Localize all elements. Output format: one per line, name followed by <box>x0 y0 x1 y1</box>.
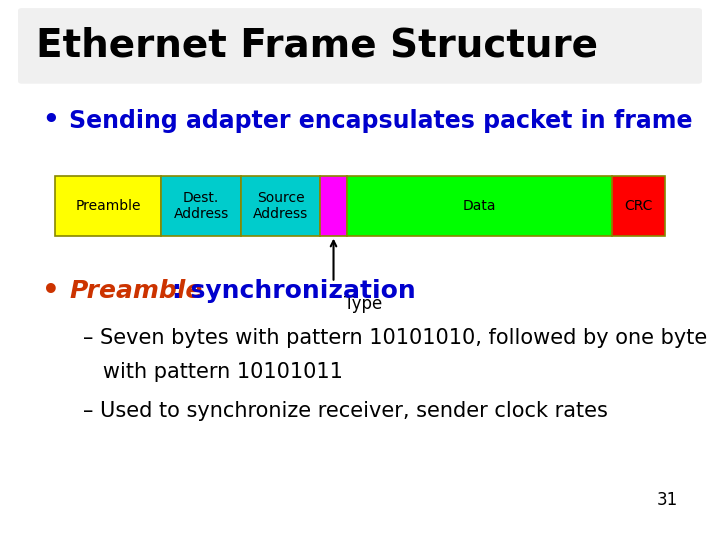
Text: Type: Type <box>343 295 382 313</box>
Text: – Seven bytes with pattern 10101010, followed by one byte: – Seven bytes with pattern 10101010, fol… <box>83 328 707 348</box>
Polygon shape <box>623 22 680 70</box>
Text: Source
Address: Source Address <box>253 191 308 221</box>
Text: – Used to synchronize receiver, sender clock rates: – Used to synchronize receiver, sender c… <box>83 401 608 421</box>
Text: : synchronization: : synchronization <box>172 279 415 303</box>
FancyBboxPatch shape <box>320 176 347 235</box>
Text: Preamble: Preamble <box>76 199 141 213</box>
FancyBboxPatch shape <box>347 176 611 235</box>
Text: Sending adapter encapsulates packet in frame: Sending adapter encapsulates packet in f… <box>69 109 693 132</box>
Text: Preamble: Preamble <box>69 279 202 303</box>
Text: •: • <box>42 107 58 133</box>
Text: Data: Data <box>462 199 496 213</box>
FancyBboxPatch shape <box>55 176 161 235</box>
Text: 31: 31 <box>657 491 678 509</box>
Text: Ethernet Frame Structure: Ethernet Frame Structure <box>36 27 598 65</box>
Text: CRC: CRC <box>624 199 652 213</box>
Polygon shape <box>623 34 680 70</box>
Text: P: P <box>646 23 657 38</box>
Text: Dest.
Address: Dest. Address <box>174 191 229 221</box>
FancyBboxPatch shape <box>611 176 665 235</box>
Text: with pattern 10101011: with pattern 10101011 <box>83 362 343 382</box>
Text: •: • <box>42 277 60 305</box>
FancyBboxPatch shape <box>240 176 320 235</box>
FancyBboxPatch shape <box>161 176 240 235</box>
